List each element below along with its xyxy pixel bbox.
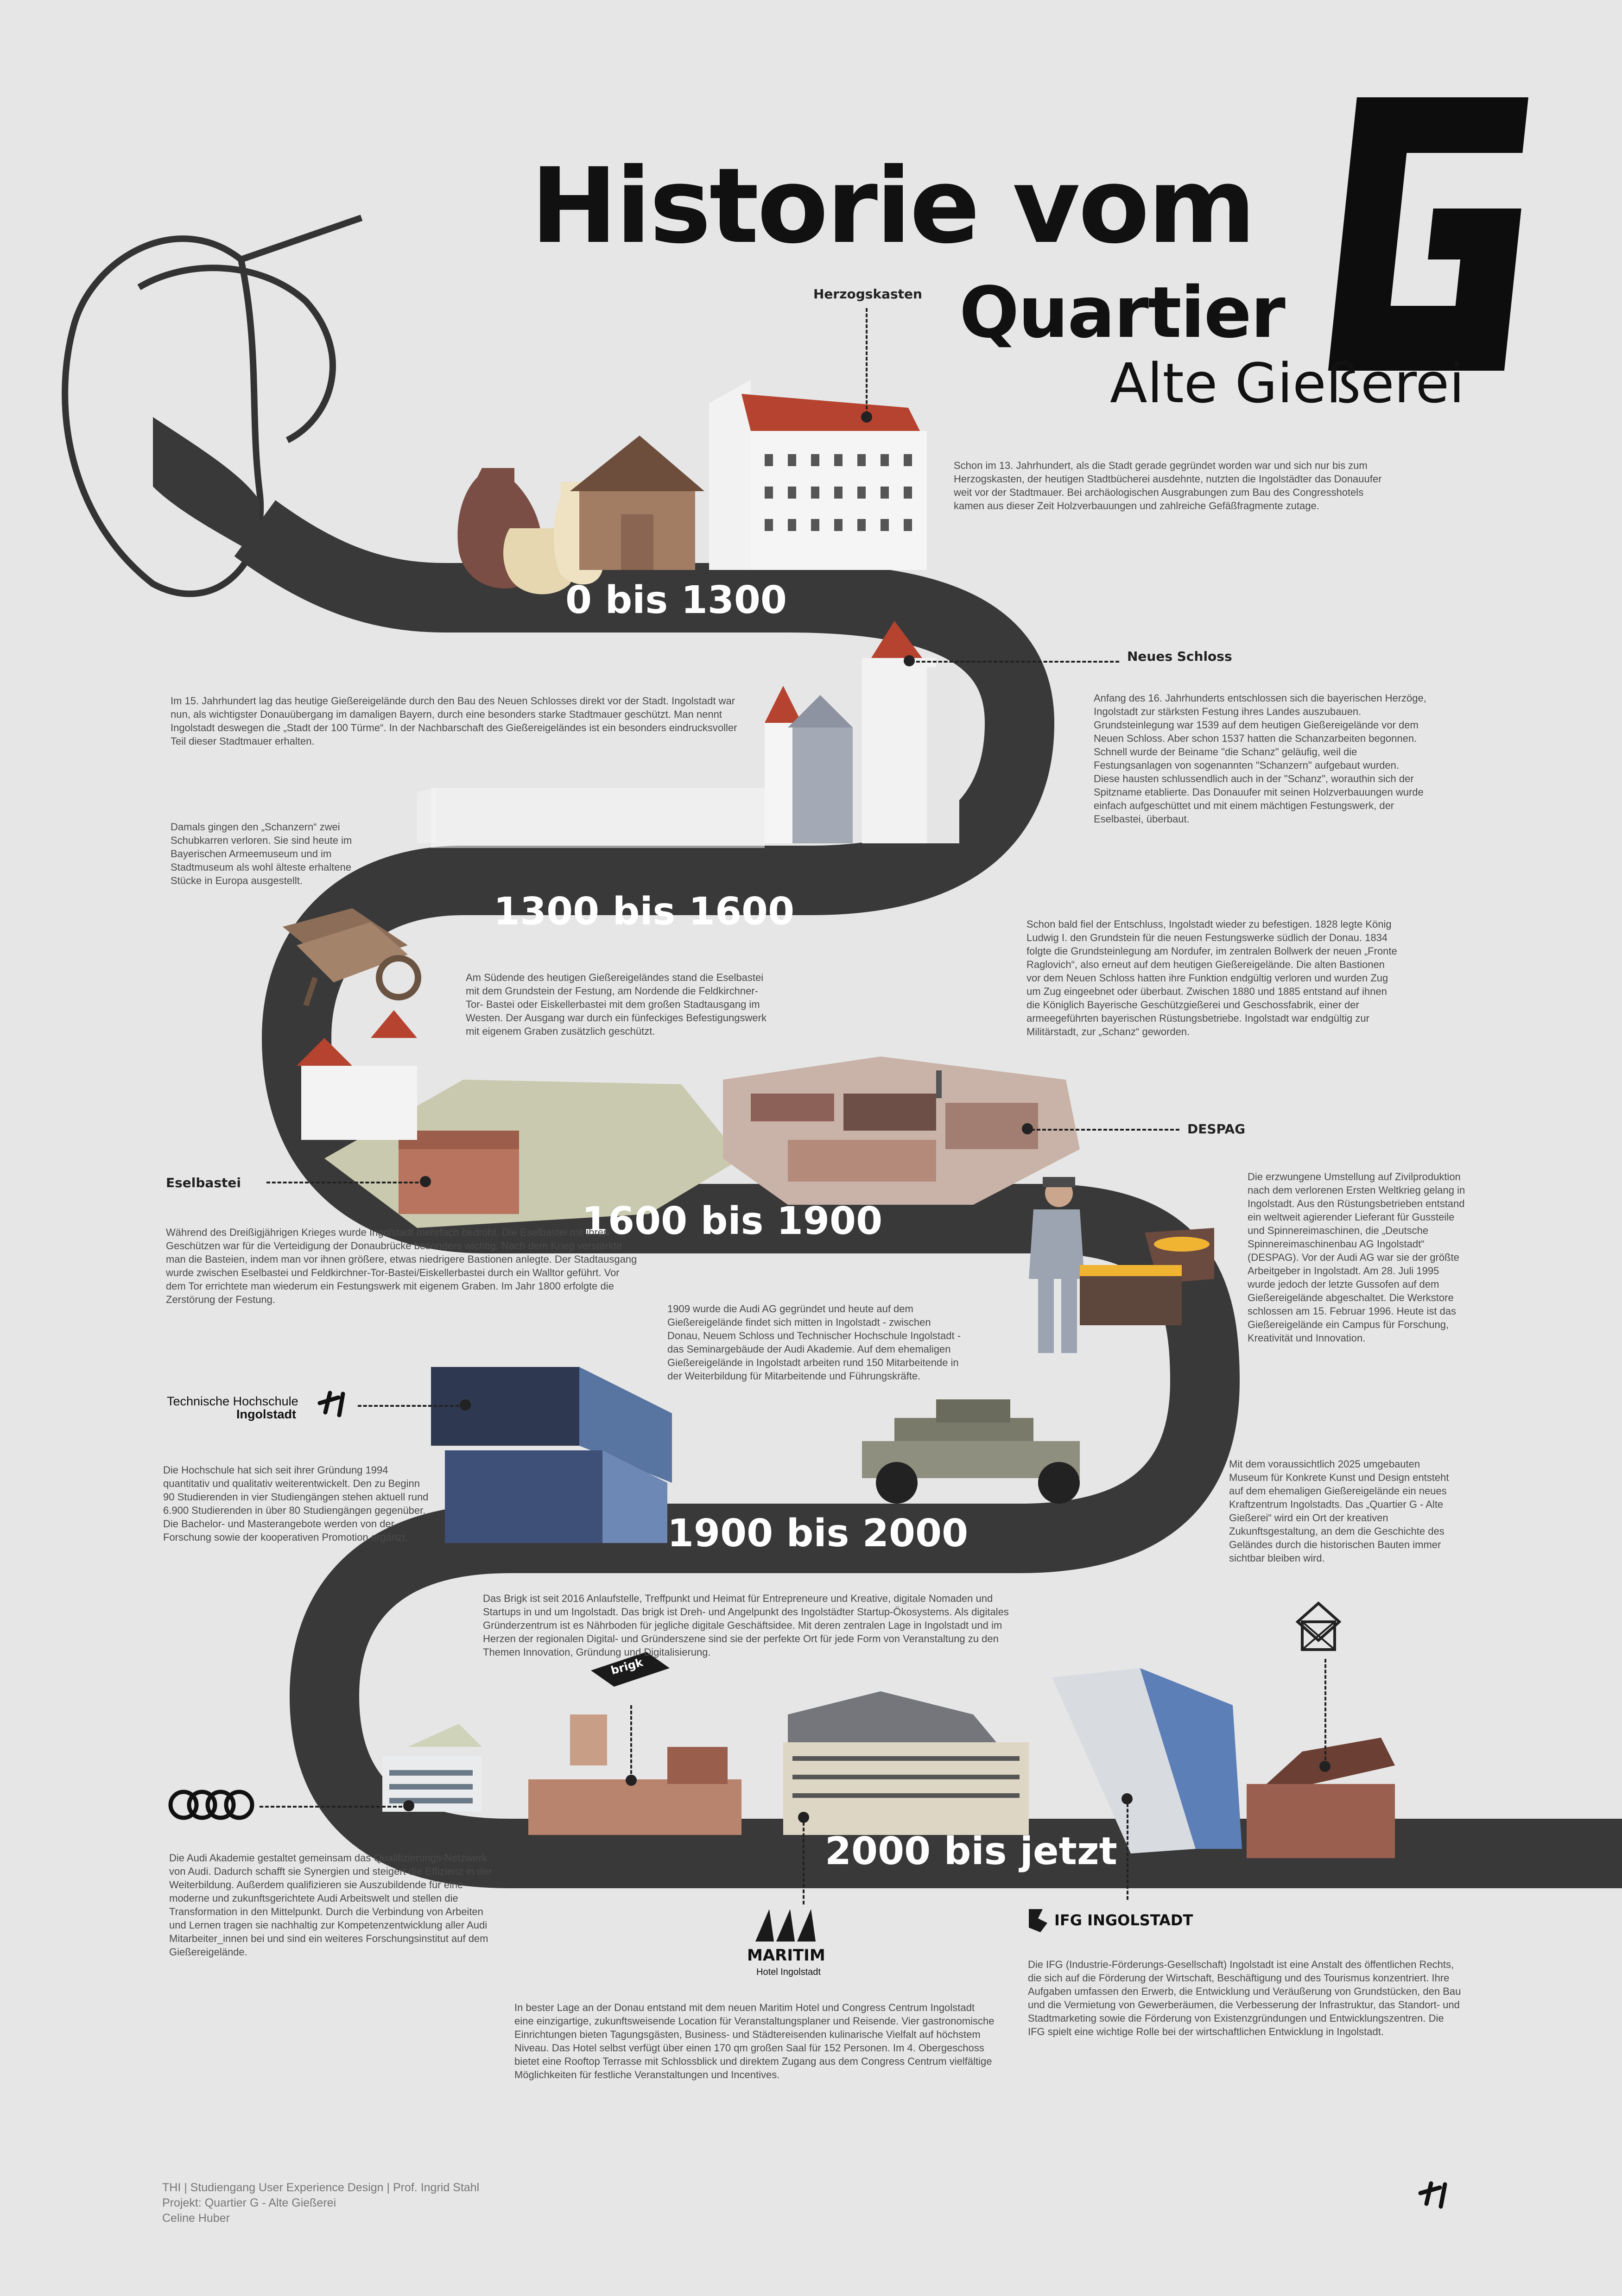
thi-building-icon [431, 1367, 672, 1543]
thi-wordmark-line2: Ingolstadt [236, 1407, 296, 1421]
text-16-jahrhundert: Anfang des 16. Jahrhunderts entschlossen… [1094, 692, 1426, 825]
car-icon [862, 1399, 1080, 1504]
page-subtitle: Alte Gießerei [1110, 351, 1464, 415]
maritim-hotel-building-icon [783, 1691, 1029, 1835]
ifg-wordmark: IFG INGOLSTADT [1054, 1911, 1193, 1929]
text-0-1300: Schon im 13. Jahrhundert, als die Stadt … [954, 460, 1382, 512]
era-label-1600-1900: 1600 bis 1900 [582, 1199, 883, 1243]
marker-neues-schloss [904, 655, 915, 666]
audi-akademie-building-icon [382, 1724, 482, 1812]
thi-wordmark-line1: Technische Hochschule [167, 1394, 298, 1408]
leader-thi [358, 1405, 464, 1407]
marker-quartier-g [1319, 1761, 1331, 1772]
neues-schloss-icon [417, 621, 959, 848]
worker-icon [1029, 1177, 1214, 1353]
era-label-1300-1600: 1300 bis 1600 [494, 890, 795, 934]
leader-despag [1031, 1129, 1179, 1131]
label-neues-schloss: Neues Schloss [1127, 649, 1232, 664]
thi-logo-icon [317, 1391, 1447, 2209]
label-eselbastei: Eselbastei [166, 1175, 241, 1190]
text-audi-akademie: Die Audi Akademie gestaltet gemeinsam da… [169, 1852, 492, 1958]
g-logo-icon [1295, 1601, 1342, 1651]
text-1909: 1909 wurde die Audi AG gegründet und heu… [667, 1303, 961, 1382]
text-2025: Mit dem voraussichtlich 2025 umgebauten … [1229, 1458, 1449, 1564]
text-ifg: Die IFG (Industrie-Förderungs-Gesellscha… [1028, 1959, 1461, 2037]
leader-brigk [630, 1705, 632, 1779]
era-label-2000-jetzt: 2000 bis jetzt [825, 1829, 1117, 1873]
ifg-logo-icon [1029, 1909, 1047, 1932]
ladle-icon [62, 215, 363, 597]
marker-brigk [626, 1775, 637, 1786]
marker-maritim [798, 1812, 809, 1823]
marker-audi [403, 1800, 414, 1811]
text-1828: Schon bald fiel der Entschluss, Ingolsta… [1026, 918, 1397, 1037]
leader-neues-schloss [911, 661, 1119, 663]
text-suedende: Am Südende des heutigen Gießereigeländes… [466, 972, 767, 1037]
old-hall-icon [1247, 1738, 1395, 1858]
herzogskasten-castle-icon [709, 380, 927, 570]
page-title-quartier: Quartier [959, 272, 1286, 354]
footer: THI | Studiengang User Experience Design… [162, 2180, 479, 2226]
brigk-building-icon [528, 1714, 741, 1835]
text-brigk: Das Brigk ist seit 2016 Anlaufstelle, Tr… [483, 1593, 1009, 1658]
eselbastei-icon [297, 1010, 741, 1228]
audi-rings-icon [168, 1790, 254, 1820]
marker-eselbastei [420, 1176, 431, 1187]
marker-thi [460, 1399, 471, 1410]
leader-ifg [1127, 1798, 1128, 1900]
maritim-sub: Hotel Ingolstadt [756, 1967, 821, 1977]
text-thi: Die Hochschule hat sich seit ihrer Gründ… [163, 1464, 429, 1543]
era-label-1900-2000: 1900 bis 2000 [667, 1512, 969, 1556]
era-label-0-1300: 0 bis 1300 [565, 578, 787, 622]
leader-quartier-g [1324, 1659, 1326, 1765]
marker-despag [1022, 1123, 1033, 1134]
text-15-jahrhundert: Im 15. Jahrhundert lag das heutige Gieße… [171, 695, 737, 747]
footer-line1: THI | Studiengang User Experience Design… [162, 2181, 480, 2194]
leader-audi [260, 1806, 408, 1808]
thi-wordmark: Technische Hochschule Ingolstadt [167, 1395, 298, 1421]
quartier-g-logo-icon [1328, 97, 1528, 371]
footer-line3: Celine Huber [162, 2212, 230, 2225]
text-maritim: In bester Lage an der Donau entstand mit… [514, 2002, 995, 2081]
wooden-house-icon [570, 436, 704, 570]
leader-maritim [803, 1816, 805, 1904]
wheelbarrow-icon [283, 908, 421, 1006]
maritim-wordmark: MARITIM [747, 1946, 825, 1965]
text-schanzern: Damals gingen den „Schanzern“ zwei Schub… [171, 821, 352, 886]
page-title: Historie vom [531, 145, 1256, 266]
label-herzogskasten: Herzogskasten [813, 286, 922, 302]
marker-ifg [1121, 1793, 1133, 1804]
footer-line2: Projekt: Quartier G - Alte Gießerei [162, 2196, 336, 2209]
marker-herzogskasten [861, 411, 872, 423]
leader-herzogskasten [866, 308, 868, 415]
glass-tower-icon [1052, 1668, 1242, 1853]
maritim-logo-icon [755, 1909, 816, 1942]
text-despag: Die erzwungene Umstellung auf Zivilprodu… [1248, 1171, 1465, 1344]
leader-eselbastei [266, 1182, 424, 1183]
factory-icon [723, 1056, 1080, 1205]
label-despag: DESPAG [1187, 1121, 1246, 1137]
text-dreissigjaehriger-krieg: Während des Dreißigjährigen Krieges wurd… [166, 1227, 637, 1305]
